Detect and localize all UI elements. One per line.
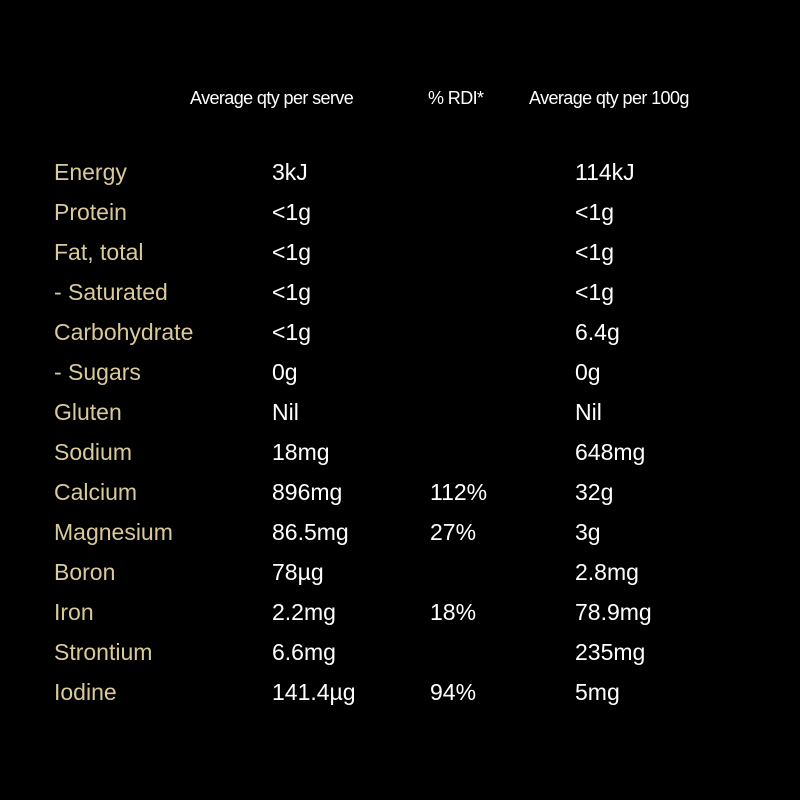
table-row: Energy 3kJ 114kJ (0, 152, 800, 192)
nutrient-per-100g: 114kJ (575, 159, 635, 185)
nutrient-per-100g: 78.9mg (575, 599, 652, 625)
nutrient-name: - Saturated (54, 279, 168, 305)
header-rdi: % RDI* (428, 88, 484, 108)
nutrient-name: Sodium (54, 439, 132, 465)
nutrient-per-serve: 78µg (272, 559, 324, 585)
table-row: Boron 78µg 2.8mg (0, 552, 800, 592)
nutrition-header-row: Average qty per serve % RDI* Average qty… (0, 88, 800, 118)
nutrition-rows: Energy 3kJ 114kJ Protein <1g <1g Fat, to… (0, 152, 800, 712)
table-row: Carbohydrate <1g 6.4g (0, 312, 800, 352)
nutrient-per-serve: 3kJ (272, 159, 308, 185)
header-per-serve: Average qty per serve (190, 88, 354, 108)
nutrient-name: Energy (54, 159, 127, 185)
nutrient-per-serve: 0g (272, 359, 298, 385)
nutrient-per-100g: 6.4g (575, 319, 620, 345)
nutrient-rdi: 27% (430, 519, 477, 545)
table-row: Fat, total <1g <1g (0, 232, 800, 272)
nutrient-per-serve: Nil (272, 399, 299, 425)
nutrient-name: Calcium (54, 479, 138, 505)
nutrient-per-100g: 0g (575, 359, 601, 385)
nutrient-per-100g: 32g (575, 479, 614, 505)
nutrient-rdi: 112% (430, 479, 488, 505)
nutrient-name: - Sugars (54, 359, 141, 385)
table-row: - Sugars 0g 0g (0, 352, 800, 392)
table-row: Magnesium 86.5mg 27% 3g (0, 512, 800, 552)
nutrient-per-serve: 6.6mg (272, 639, 336, 665)
nutrient-name: Strontium (54, 639, 153, 665)
nutrient-name: Fat, total (54, 239, 144, 265)
nutrient-per-serve: <1g (272, 279, 312, 305)
nutrient-per-serve: 86.5mg (272, 519, 349, 545)
nutrient-name: Iron (54, 599, 94, 625)
table-row: Gluten Nil Nil (0, 392, 800, 432)
table-row: Calcium 896mg 112% 32g (0, 472, 800, 512)
nutrient-name: Protein (54, 199, 127, 225)
table-row: Strontium 6.6mg 235mg (0, 632, 800, 672)
nutrient-per-100g: 648mg (575, 439, 646, 465)
table-row: Protein <1g <1g (0, 192, 800, 232)
nutrient-per-serve: 2.2mg (272, 599, 336, 625)
table-row: - Saturated <1g <1g (0, 272, 800, 312)
nutrient-per-100g: 3g (575, 519, 601, 545)
nutrient-name: Iodine (54, 679, 117, 705)
nutrient-rdi: 18% (430, 599, 477, 625)
header-per-100g: Average qty per 100g (529, 88, 689, 108)
table-row: Iron 2.2mg 18% 78.9mg (0, 592, 800, 632)
nutrient-per-100g: 5mg (575, 679, 620, 705)
nutrient-per-serve: 18mg (272, 439, 330, 465)
nutrient-name: Gluten (54, 399, 122, 425)
nutrient-per-serve: 141.4µg (272, 679, 356, 705)
nutrient-per-100g: <1g (575, 279, 615, 305)
nutrient-per-serve: <1g (272, 199, 312, 225)
nutrient-per-serve: <1g (272, 239, 312, 265)
nutrient-per-100g: <1g (575, 199, 615, 225)
nutrient-name: Boron (54, 559, 116, 585)
nutrient-per-100g: 235mg (575, 639, 646, 665)
nutrient-per-serve: <1g (272, 319, 312, 345)
nutrient-rdi: 94% (430, 679, 477, 705)
nutrient-per-100g: 2.8mg (575, 559, 639, 585)
nutrient-name: Magnesium (54, 519, 173, 545)
table-row: Iodine 141.4µg 94% 5mg (0, 672, 800, 712)
nutrient-per-serve: 896mg (272, 479, 343, 505)
nutrient-name: Carbohydrate (54, 319, 194, 345)
table-row: Sodium 18mg 648mg (0, 432, 800, 472)
nutrient-per-100g: <1g (575, 239, 615, 265)
nutrient-per-100g: Nil (575, 399, 602, 425)
